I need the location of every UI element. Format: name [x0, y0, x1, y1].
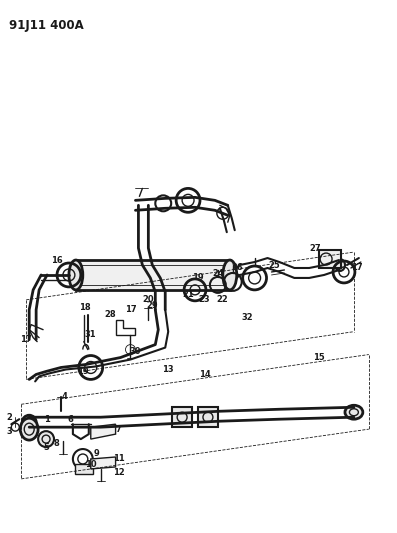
- Text: 3: 3: [6, 426, 12, 435]
- Text: 19: 19: [77, 367, 89, 376]
- Text: 9: 9: [94, 449, 100, 457]
- Text: 30: 30: [130, 347, 141, 356]
- Ellipse shape: [20, 418, 38, 440]
- Bar: [172, 407, 192, 427]
- Text: 2: 2: [6, 413, 12, 422]
- Text: 4: 4: [62, 392, 68, 401]
- Text: 17: 17: [20, 335, 32, 344]
- Ellipse shape: [22, 415, 36, 429]
- Text: 14: 14: [199, 370, 211, 379]
- Text: 28: 28: [105, 310, 116, 319]
- Text: 27: 27: [309, 244, 321, 253]
- Bar: [75, 464, 93, 474]
- Text: 20: 20: [143, 295, 154, 304]
- Text: 11: 11: [113, 455, 124, 464]
- Text: 22: 22: [216, 295, 228, 304]
- Text: 31: 31: [85, 330, 96, 339]
- Text: 17: 17: [125, 305, 136, 314]
- Text: 24: 24: [212, 270, 224, 278]
- Text: 15: 15: [313, 353, 325, 362]
- Bar: [198, 407, 218, 427]
- Text: 8: 8: [53, 439, 59, 448]
- Text: 6: 6: [68, 415, 74, 424]
- Bar: [319, 250, 341, 268]
- Polygon shape: [91, 424, 116, 439]
- Text: 5: 5: [43, 442, 49, 451]
- Text: 21: 21: [182, 290, 194, 300]
- Text: 32: 32: [242, 313, 253, 322]
- Text: 19: 19: [192, 273, 204, 282]
- Text: 10: 10: [85, 461, 96, 470]
- Text: 23: 23: [198, 295, 210, 304]
- Text: 91J11 400A: 91J11 400A: [10, 19, 84, 33]
- Ellipse shape: [69, 260, 83, 290]
- Text: 12: 12: [113, 469, 124, 478]
- Text: 7: 7: [116, 425, 121, 434]
- Ellipse shape: [335, 259, 345, 271]
- Text: 25: 25: [269, 261, 280, 270]
- Ellipse shape: [345, 405, 363, 419]
- Text: 13: 13: [162, 365, 174, 374]
- Polygon shape: [91, 457, 116, 469]
- Text: 29: 29: [146, 301, 158, 310]
- Text: 18: 18: [79, 303, 91, 312]
- Bar: [76, 260, 230, 290]
- Text: 16: 16: [51, 255, 63, 264]
- Text: 1: 1: [44, 415, 50, 424]
- Text: 26: 26: [232, 263, 244, 272]
- Ellipse shape: [223, 260, 237, 290]
- Text: 17: 17: [351, 263, 363, 272]
- Ellipse shape: [38, 431, 54, 447]
